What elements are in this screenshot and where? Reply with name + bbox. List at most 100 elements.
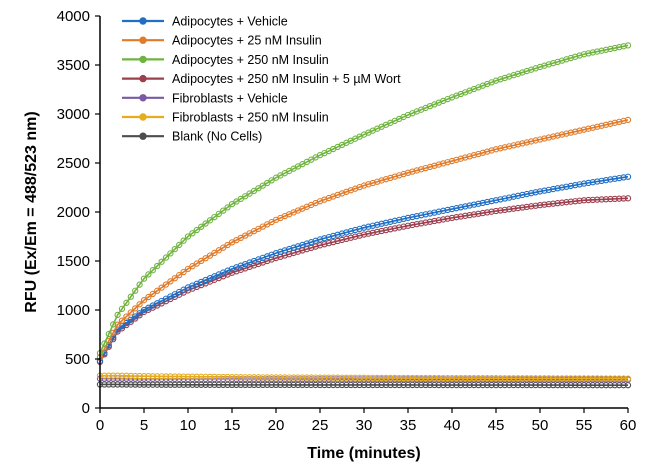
data-point xyxy=(616,375,623,382)
data-point xyxy=(620,43,627,50)
data-point xyxy=(140,297,148,304)
data-point xyxy=(136,301,143,308)
data-point xyxy=(312,374,319,381)
legend-swatch-marker xyxy=(139,113,147,121)
legend: Adipocytes + Vehicle Adipocytes + 25 nM I… xyxy=(122,15,401,144)
data-point xyxy=(272,374,280,381)
data-point xyxy=(277,374,284,381)
data-point xyxy=(572,198,579,205)
data-point xyxy=(589,196,596,203)
legend-item: Fibroblasts + 250 nM Insulin xyxy=(122,111,329,125)
data-point xyxy=(242,193,249,200)
data-point xyxy=(545,201,552,208)
legend-label: Fibroblasts + 250 nM Insulin xyxy=(172,111,329,125)
data-point xyxy=(127,372,134,380)
data-point xyxy=(198,223,205,230)
data-point xyxy=(211,213,218,221)
data-point xyxy=(338,374,346,381)
data-point xyxy=(554,132,561,139)
data-point xyxy=(492,375,500,382)
data-point xyxy=(409,221,416,229)
series-line xyxy=(99,119,629,358)
data-point xyxy=(484,375,491,382)
data-point xyxy=(413,212,420,220)
data-point xyxy=(532,202,539,209)
data-point xyxy=(338,236,346,244)
data-point xyxy=(299,374,306,381)
data-point xyxy=(510,205,517,212)
series-line xyxy=(99,197,629,363)
data-point xyxy=(497,196,504,203)
x-tick-label: 10 xyxy=(180,417,197,434)
series-line xyxy=(99,44,629,354)
data-point xyxy=(598,375,605,382)
data-point xyxy=(382,226,390,234)
data-point xyxy=(453,205,460,212)
data-point xyxy=(198,373,205,380)
data-point xyxy=(506,206,513,213)
data-point xyxy=(140,275,148,282)
data-point xyxy=(391,217,398,224)
data-point xyxy=(607,176,614,183)
data-point xyxy=(400,215,407,223)
data-point xyxy=(158,381,165,388)
data-point xyxy=(519,191,526,199)
data-point xyxy=(616,118,623,125)
data-point xyxy=(237,195,244,203)
data-point xyxy=(145,293,152,301)
series-1 xyxy=(96,173,632,365)
data-point xyxy=(334,374,341,381)
data-point xyxy=(154,381,161,388)
data-point xyxy=(488,208,495,215)
data-point xyxy=(589,49,596,56)
data-point xyxy=(211,373,218,381)
data-point xyxy=(488,147,495,154)
data-point xyxy=(550,375,557,382)
data-point xyxy=(466,153,473,160)
data-point xyxy=(426,218,434,225)
data-point xyxy=(620,117,627,125)
data-point xyxy=(233,374,240,381)
data-point xyxy=(237,381,244,389)
x-tick-label: 60 xyxy=(620,417,637,434)
data-point xyxy=(536,188,544,195)
data-point xyxy=(246,190,253,197)
data-point xyxy=(457,155,464,162)
data-point xyxy=(453,156,460,164)
data-point xyxy=(369,374,376,382)
legend-item: Adipocytes + 25 nM Insulin xyxy=(122,34,322,48)
data-point xyxy=(154,373,161,380)
data-point xyxy=(435,217,442,224)
series-2 xyxy=(96,116,632,361)
data-point xyxy=(506,375,513,382)
data-point xyxy=(382,219,390,226)
data-point xyxy=(308,374,315,381)
data-point xyxy=(220,381,227,388)
data-point xyxy=(140,381,148,388)
data-point xyxy=(422,374,429,382)
data-point xyxy=(171,245,178,253)
data-point xyxy=(110,321,117,328)
data-point xyxy=(105,372,112,379)
data-point xyxy=(290,374,297,381)
data-point xyxy=(607,45,614,53)
data-point xyxy=(391,225,398,232)
data-point xyxy=(184,265,192,272)
x-tick-label: 50 xyxy=(532,417,549,434)
data-point xyxy=(118,372,126,379)
data-point xyxy=(426,374,434,382)
data-point xyxy=(492,207,500,215)
legend-label: Fibroblasts + Vehicle xyxy=(172,91,288,105)
x-tick-label: 20 xyxy=(268,417,285,434)
data-point xyxy=(145,271,152,278)
data-point xyxy=(396,216,403,223)
data-point xyxy=(418,212,425,219)
data-point xyxy=(462,212,469,219)
data-point xyxy=(589,124,596,131)
data-point xyxy=(255,374,262,381)
series-7 xyxy=(96,381,632,389)
ticks: 0 500 1000 1500 2000 2500 3000 3500 4000 0 5 10 15 20… xyxy=(57,8,637,434)
data-point xyxy=(352,374,359,381)
data-point xyxy=(259,182,266,189)
data-point xyxy=(594,123,601,130)
